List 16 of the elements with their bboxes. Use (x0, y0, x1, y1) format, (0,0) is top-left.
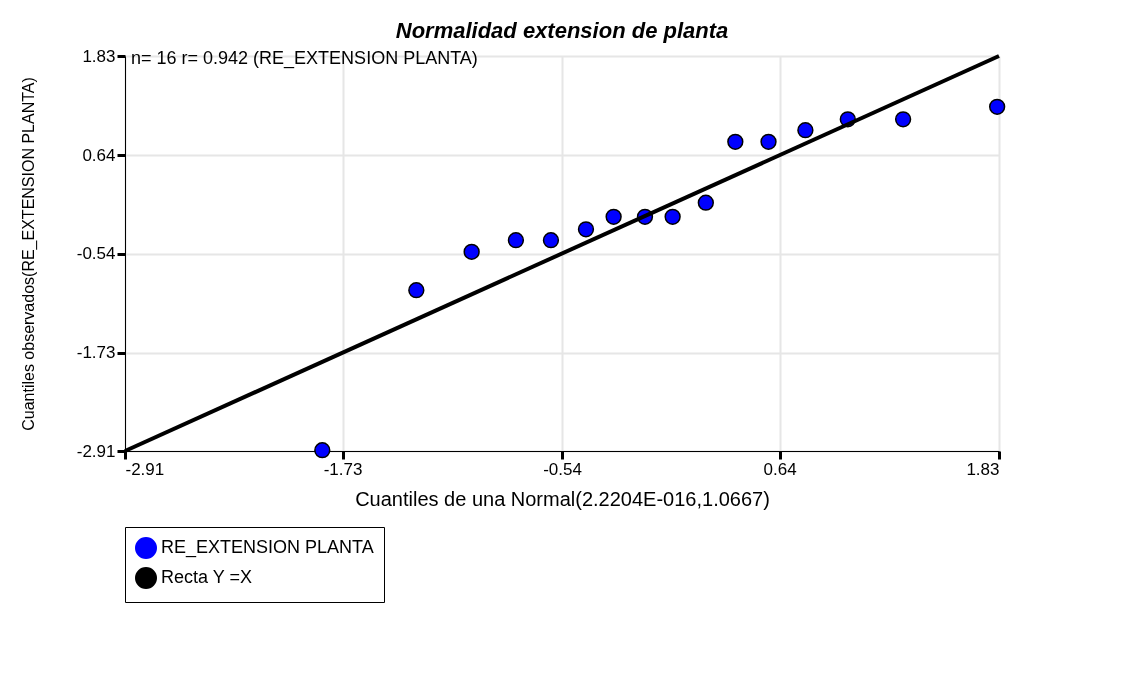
y-tick-label: -2.91 (76, 441, 116, 461)
chart-title: Normalidad extension de planta (395, 18, 729, 43)
y-tick-label: 0.64 (82, 145, 116, 165)
y-tick-label: -1.73 (76, 343, 116, 363)
x-tick-label: -1.73 (323, 459, 363, 479)
x-axis-title: Cuantiles de una Normal(2.2204E-016,1.0667) (355, 487, 770, 510)
x-tick-label: 0.64 (763, 459, 797, 479)
y-tick-label: 1.83 (82, 46, 116, 66)
x-tick-label: 1.83 (966, 459, 1000, 479)
legend-label: Recta Y =X (161, 567, 252, 587)
x-tick-label: -0.54 (543, 459, 582, 479)
x-tick-label: -2.91 (125, 459, 165, 479)
y-tick-label: -0.54 (76, 244, 116, 263)
y-axis-title: Cuantiles observados(RE_EXTENSION PLANTA) (19, 77, 38, 431)
annotation: n= 16 r= 0.942 (RE_EXTENSION PLANTA) (131, 48, 478, 69)
legend-label: RE_EXTENSION PLANTA (161, 537, 374, 558)
